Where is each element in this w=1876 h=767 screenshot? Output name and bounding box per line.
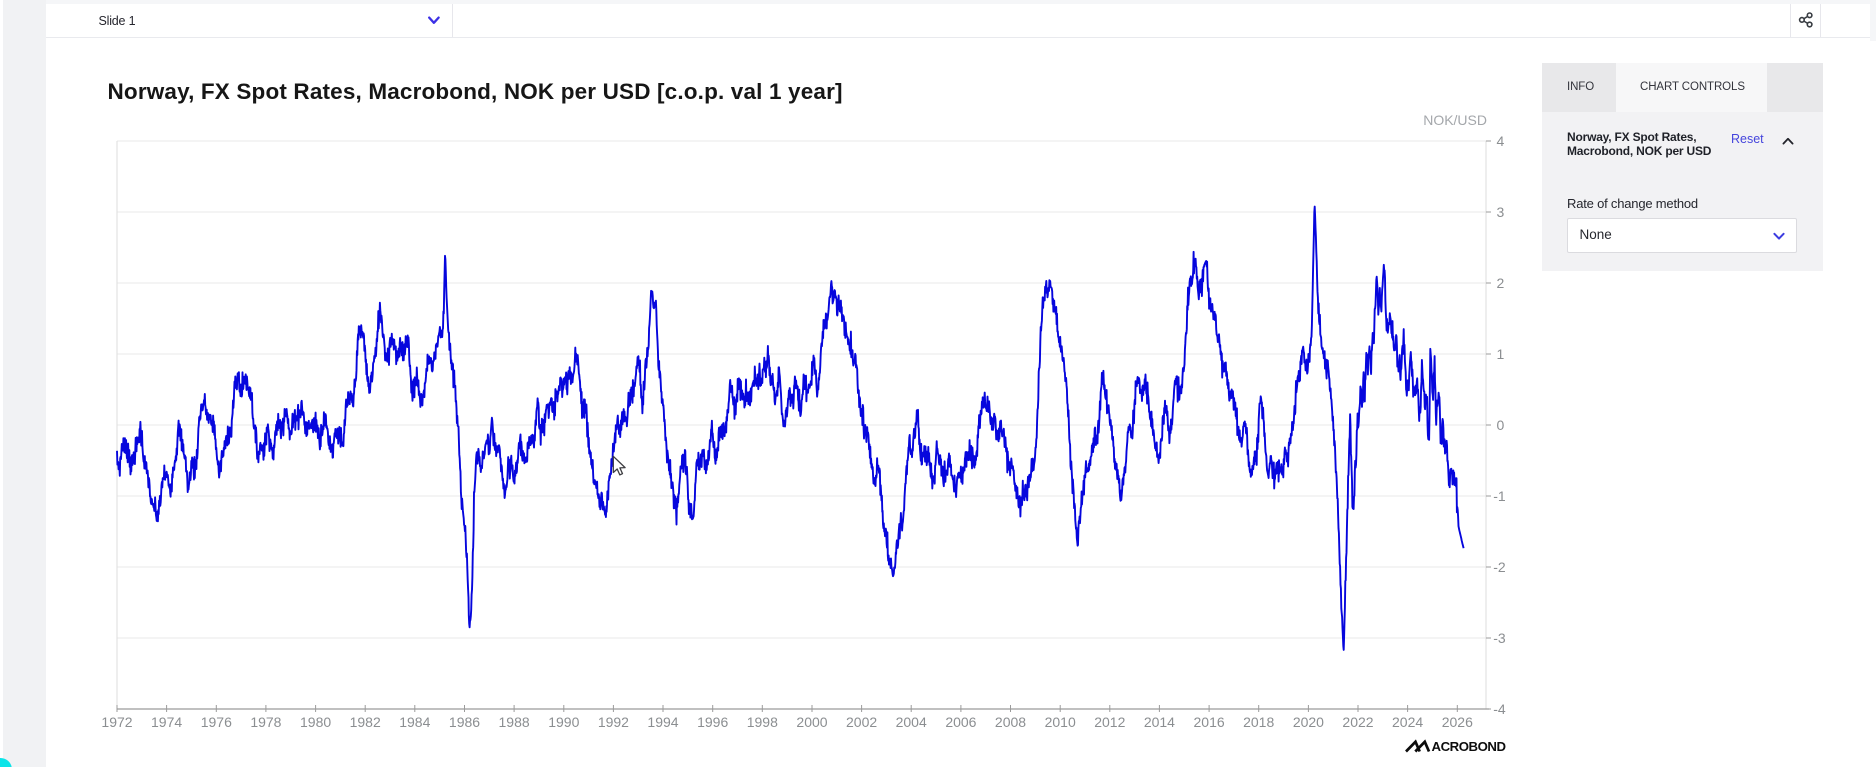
- svg-text:ACROBOND: ACROBOND: [1432, 739, 1506, 754]
